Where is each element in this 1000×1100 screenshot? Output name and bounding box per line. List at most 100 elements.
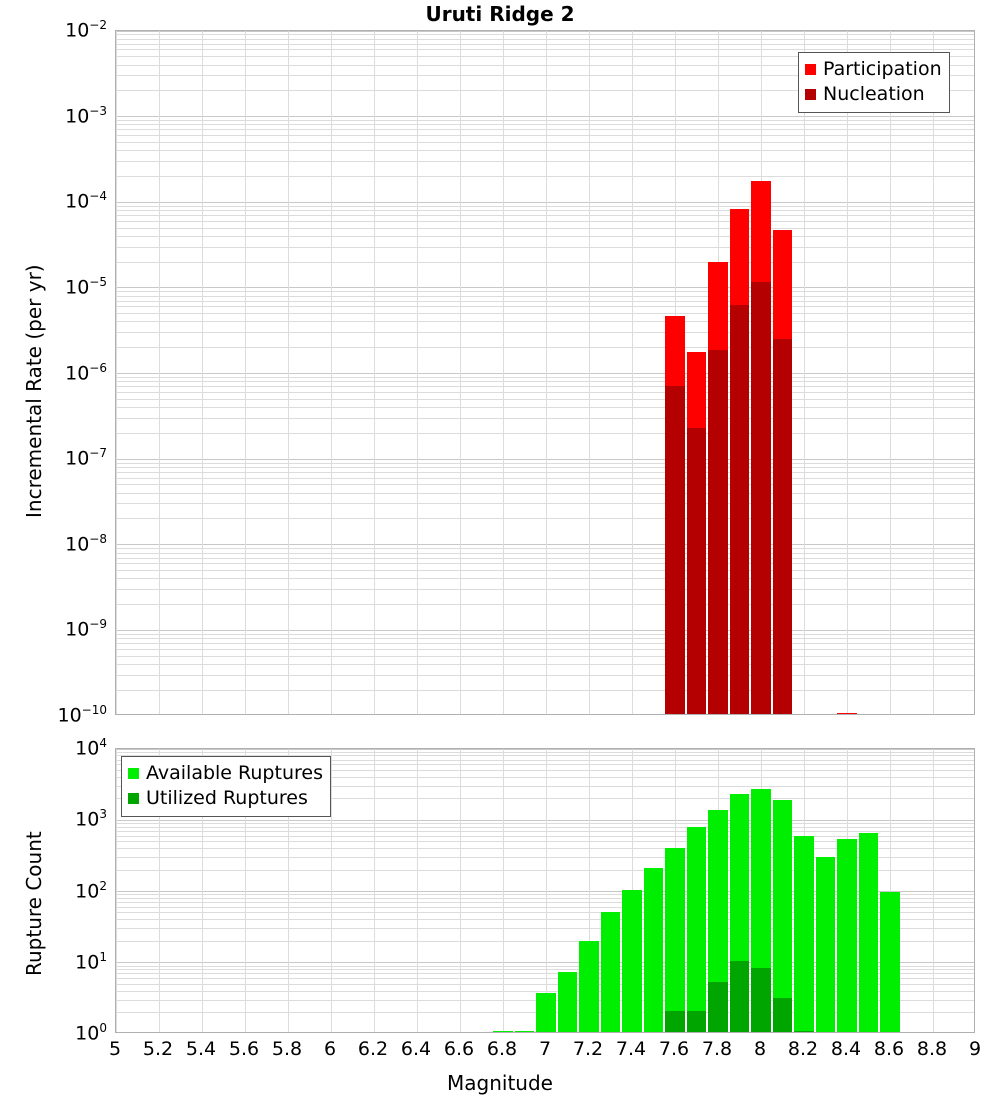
gridline-horizontal [116, 869, 974, 871]
gridline-horizontal [116, 376, 974, 378]
gridline-horizontal [116, 589, 974, 591]
y-tick-label: 10−10 [57, 703, 107, 727]
legend-bottom: Available Ruptures Utilized Ruptures [121, 756, 331, 817]
gridline-horizontal [116, 503, 974, 505]
x-tick-label: 6.6 [443, 1038, 475, 1060]
bar-available-ruptures [493, 1031, 513, 1032]
bar-available-ruptures [794, 836, 814, 1032]
gridline-vertical [374, 31, 375, 714]
legend-item-available-ruptures[interactable]: Available Ruptures [128, 761, 323, 786]
gridline-horizontal [116, 940, 974, 942]
gridline-horizontal [116, 798, 974, 800]
gridline-vertical [331, 749, 332, 1032]
bar-available-ruptures [858, 833, 879, 1032]
gridline-horizontal [116, 205, 974, 207]
bar-available-ruptures [579, 940, 599, 1032]
legend-top: Participation Nucleation [798, 52, 950, 113]
gridline-vertical [589, 31, 590, 714]
gridline-horizontal [116, 391, 974, 393]
gridline-horizontal [116, 417, 974, 419]
y-tick-label: 10−7 [65, 446, 107, 470]
gridline-vertical [288, 749, 289, 1032]
gridline-horizontal [116, 38, 974, 40]
legend-item-utilized-ruptures[interactable]: Utilized Ruptures [128, 786, 323, 811]
gridline-horizontal [116, 477, 974, 479]
gridline-horizontal [116, 978, 974, 980]
gridline-horizontal [116, 983, 974, 985]
gridline-vertical [933, 31, 934, 714]
gridline-vertical [331, 31, 332, 714]
legend-label-participation: Participation [823, 58, 942, 80]
gridline-vertical [933, 749, 934, 1032]
gridline-horizontal [116, 823, 974, 824]
gridline-vertical [546, 31, 547, 714]
gridline-horizontal [116, 663, 974, 665]
gridline-horizontal [116, 638, 974, 640]
gridline-horizontal [116, 518, 974, 520]
gridline-horizontal [116, 291, 974, 293]
gridline-horizontal [116, 785, 974, 787]
gridline-horizontal [116, 175, 974, 177]
y-tick-label: 10−8 [65, 531, 107, 556]
gridline-vertical [460, 31, 461, 714]
y-tick-label: 10−3 [65, 103, 107, 127]
gridline-horizontal [116, 56, 974, 58]
bar-available-ruptures [557, 971, 578, 1032]
gridline-horizontal [116, 552, 974, 554]
gridline-horizontal [116, 819, 974, 821]
gridline-horizontal [116, 962, 974, 964]
gridline-vertical [503, 31, 504, 714]
y-tick-label: 10−9 [65, 617, 107, 641]
gridline-horizontal [116, 313, 974, 315]
x-tick-label: 9 [968, 1038, 982, 1060]
gridline-vertical [417, 749, 418, 1032]
gridline-horizontal [116, 751, 974, 753]
gridline-horizontal [116, 332, 974, 334]
x-tick-label: 6.2 [357, 1038, 389, 1060]
bar-available-ruptures [837, 838, 857, 1032]
bar-participation [837, 713, 857, 714]
gridline-horizontal [116, 31, 974, 32]
x-tick-label: 7.8 [701, 1038, 733, 1060]
gridline-horizontal [116, 492, 974, 494]
gridline-horizontal [116, 965, 974, 967]
bar-utilized-ruptures [772, 998, 793, 1032]
gridline-horizontal [116, 124, 974, 126]
gridline-horizontal [116, 160, 974, 162]
x-tick-label: 7.4 [615, 1038, 647, 1060]
gridline-vertical [202, 749, 203, 1032]
bar-utilized-ruptures [665, 1010, 685, 1032]
gridline-horizontal [116, 897, 974, 899]
y-tick-label: 103 [75, 807, 107, 831]
gridline-horizontal [116, 432, 974, 434]
bar-utilized-ruptures [751, 967, 771, 1032]
gridline-horizontal [116, 150, 974, 152]
gridline-horizontal [116, 749, 974, 750]
gridline-horizontal [116, 857, 974, 858]
bar-utilized-ruptures [729, 960, 750, 1032]
utilized-ruptures-swatch-icon [128, 793, 139, 804]
gridline-horizontal [116, 49, 974, 51]
gridline-horizontal [116, 462, 974, 464]
bar-available-ruptures [643, 868, 664, 1032]
gridline-horizontal [116, 633, 974, 635]
gridline-vertical [589, 749, 590, 1032]
gridline-vertical [890, 31, 891, 714]
gridline-horizontal [116, 548, 974, 550]
y-tick-label: 10−2 [65, 18, 107, 42]
gridline-horizontal [116, 764, 974, 766]
gridline-vertical [804, 31, 805, 714]
gridline-horizontal [116, 484, 974, 486]
bar-available-ruptures [686, 827, 707, 1032]
bar-available-ruptures [665, 848, 685, 1032]
gridline-horizontal [116, 759, 974, 761]
y-tick-label: 10−4 [65, 189, 107, 213]
y-axis-title-bottom: Rupture Count [22, 830, 46, 976]
gridline-horizontal [116, 300, 974, 302]
bar-available-ruptures [815, 856, 836, 1032]
legend-item-participation[interactable]: Participation [805, 57, 942, 82]
gridline-horizontal [116, 557, 974, 559]
legend-item-nucleation[interactable]: Nucleation [805, 82, 942, 107]
x-tick-label: 5.4 [185, 1038, 217, 1060]
